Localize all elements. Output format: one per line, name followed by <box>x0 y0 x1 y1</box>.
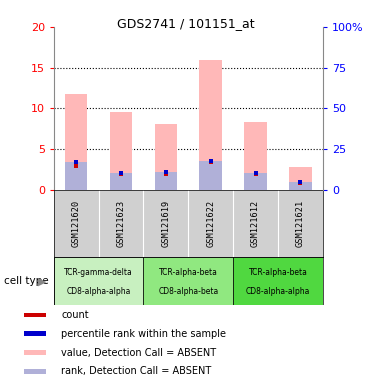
Text: CD8-alpha-beta: CD8-alpha-beta <box>158 287 219 296</box>
Text: GSM121620: GSM121620 <box>72 200 81 247</box>
Text: cell type: cell type <box>4 276 48 286</box>
Bar <box>24 350 46 355</box>
Bar <box>24 369 46 374</box>
Bar <box>65 162 88 190</box>
Bar <box>244 122 267 190</box>
Text: TCR-alpha-beta: TCR-alpha-beta <box>159 268 218 277</box>
Bar <box>244 173 267 190</box>
Bar <box>289 167 312 190</box>
Text: GSM121621: GSM121621 <box>296 200 305 247</box>
Text: ▶: ▶ <box>39 276 47 286</box>
Text: CD8-alpha-alpha: CD8-alpha-alpha <box>246 287 310 296</box>
Bar <box>65 94 88 190</box>
Text: rank, Detection Call = ABSENT: rank, Detection Call = ABSENT <box>61 366 211 376</box>
Bar <box>155 172 177 190</box>
Text: GDS2741 / 101151_at: GDS2741 / 101151_at <box>117 17 254 30</box>
Bar <box>200 60 222 190</box>
Text: TCR-gamma-delta: TCR-gamma-delta <box>64 268 133 277</box>
Text: count: count <box>61 310 89 320</box>
Bar <box>54 257 144 305</box>
Bar <box>144 257 233 305</box>
Bar <box>110 173 132 190</box>
Bar <box>289 182 312 190</box>
Bar <box>233 257 323 305</box>
Text: GSM121623: GSM121623 <box>116 200 125 247</box>
Bar <box>24 331 46 336</box>
Bar <box>110 112 132 190</box>
Bar <box>155 124 177 190</box>
Text: CD8-alpha-alpha: CD8-alpha-alpha <box>66 287 131 296</box>
Text: TCR-alpha-beta: TCR-alpha-beta <box>249 268 308 277</box>
Text: GSM121612: GSM121612 <box>251 200 260 247</box>
Text: GSM121622: GSM121622 <box>206 200 215 247</box>
Text: percentile rank within the sample: percentile rank within the sample <box>61 329 226 339</box>
Text: value, Detection Call = ABSENT: value, Detection Call = ABSENT <box>61 348 216 358</box>
Bar <box>24 313 46 317</box>
Text: GSM121619: GSM121619 <box>161 200 170 247</box>
Bar <box>200 161 222 190</box>
